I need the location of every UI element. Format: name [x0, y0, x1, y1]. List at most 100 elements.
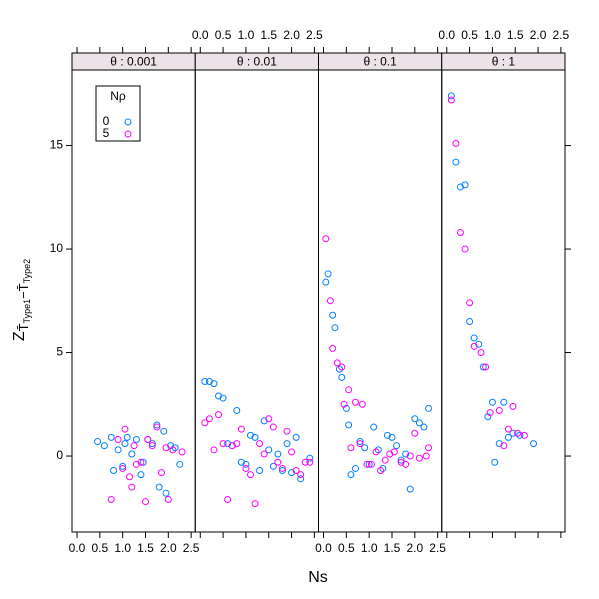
- point: [119, 464, 127, 472]
- x-tick-label: 2.5: [183, 541, 200, 555]
- point: [470, 334, 478, 342]
- point: [283, 440, 291, 448]
- point: [178, 448, 186, 456]
- point: [452, 158, 460, 166]
- point: [509, 429, 517, 437]
- point: [278, 467, 286, 475]
- point: [482, 363, 490, 371]
- point: [246, 431, 254, 439]
- point: [466, 317, 474, 325]
- point: [139, 458, 147, 466]
- point: [228, 442, 236, 450]
- point: [219, 394, 227, 402]
- point: [265, 446, 273, 454]
- point: [475, 340, 483, 348]
- x-tick-label: 2.5: [306, 28, 323, 42]
- point: [224, 496, 232, 504]
- point: [137, 471, 145, 479]
- x-tick-label: 0.5: [338, 541, 355, 555]
- legend-marker: [124, 130, 132, 138]
- point: [110, 467, 118, 475]
- x-tick-label: 1.5: [507, 28, 524, 42]
- point: [338, 363, 346, 371]
- point: [126, 473, 134, 481]
- point: [265, 415, 273, 423]
- panel: [194, 69, 319, 533]
- point: [269, 423, 277, 431]
- point: [288, 448, 296, 456]
- point: [477, 349, 485, 357]
- point: [331, 324, 339, 332]
- point: [94, 438, 102, 446]
- point: [256, 467, 264, 475]
- x-tick-label: 1.0: [484, 28, 501, 42]
- point: [333, 359, 341, 367]
- point: [397, 456, 405, 464]
- point: [164, 496, 172, 504]
- point: [329, 311, 337, 319]
- panel: [441, 69, 566, 533]
- point: [121, 440, 129, 448]
- point: [210, 446, 218, 454]
- point: [322, 235, 330, 243]
- point: [242, 460, 250, 468]
- point: [205, 415, 213, 423]
- point: [130, 442, 138, 450]
- point: [466, 299, 474, 307]
- x-tick-label: 1.5: [137, 541, 154, 555]
- y-label-part: Z: [11, 331, 28, 341]
- point: [406, 452, 414, 460]
- x-tick-label: 1.0: [114, 541, 131, 555]
- x-tick-label: 0.0: [438, 28, 455, 42]
- point: [224, 440, 232, 448]
- point: [530, 440, 538, 448]
- panel-title: θ : 0.1: [363, 55, 397, 69]
- point: [504, 433, 512, 441]
- point: [322, 278, 330, 286]
- point: [452, 139, 460, 147]
- point: [162, 444, 170, 452]
- point: [456, 228, 464, 236]
- x-tick-label: 0.5: [92, 541, 109, 555]
- point: [274, 450, 282, 458]
- y-axis-label: ZT̄Type1−T̄Type2: [11, 259, 32, 341]
- point: [447, 96, 455, 104]
- y-label-part: Type1: [22, 299, 32, 324]
- point: [425, 444, 433, 452]
- point: [486, 409, 494, 417]
- y-tick-label: 0: [56, 448, 63, 462]
- point: [411, 415, 419, 423]
- point: [356, 440, 364, 448]
- point: [495, 406, 503, 414]
- point: [153, 423, 161, 431]
- point: [488, 398, 496, 406]
- point: [470, 342, 478, 350]
- x-tick-label: 1.5: [384, 541, 401, 555]
- point: [338, 373, 346, 381]
- y-label-part: T̄: [16, 323, 31, 331]
- point: [274, 458, 282, 466]
- x-tick-label: 2.5: [429, 541, 446, 555]
- point: [461, 245, 469, 253]
- point: [461, 181, 469, 189]
- point: [157, 469, 165, 477]
- point: [402, 450, 410, 458]
- point: [169, 446, 177, 454]
- point: [306, 458, 314, 466]
- x-tick-label: 1.5: [260, 28, 277, 42]
- point: [370, 423, 378, 431]
- point: [144, 435, 152, 443]
- point: [246, 471, 254, 479]
- panel-title: θ : 0.001: [110, 55, 157, 69]
- point: [388, 433, 396, 441]
- point: [251, 433, 259, 441]
- point: [233, 440, 241, 448]
- y-label-part: Type2: [22, 259, 32, 284]
- point: [176, 460, 184, 468]
- point: [500, 442, 508, 450]
- panel-title: θ : 0.01: [237, 55, 277, 69]
- point: [500, 398, 508, 406]
- x-tick-label: 0.0: [192, 28, 209, 42]
- point: [301, 458, 309, 466]
